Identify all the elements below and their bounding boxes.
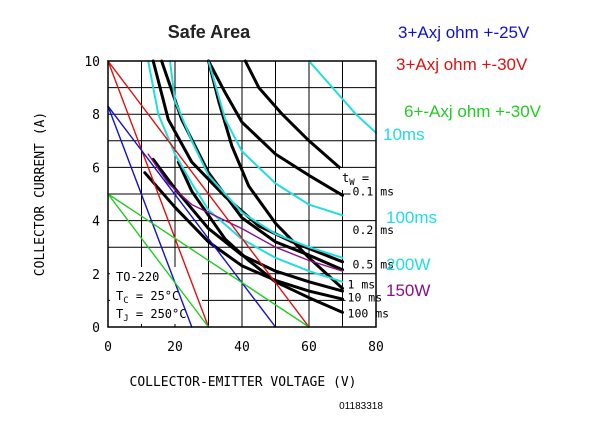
tc-symbol: T [116, 289, 123, 303]
note-150w: 150W [386, 281, 430, 300]
tj-equals: = [129, 307, 151, 321]
device-package: TO-220 [116, 270, 159, 284]
note-200w: 200W [386, 255, 430, 274]
note-100ms: 100ms [386, 208, 437, 227]
series-line-5 [207, 59, 344, 290]
series-lines [107, 59, 377, 328]
pulse-label-bg [350, 185, 399, 199]
y-tick-label: 10 [84, 55, 100, 70]
tc-equals: = [129, 289, 151, 303]
y-axis-label: COLLECTOR CURRENT (A) [33, 112, 48, 276]
device-junction-temp: TJ = 250°C [116, 307, 186, 324]
x-tick-label: 40 [234, 340, 250, 355]
tw-subscript: W [349, 178, 355, 188]
series-line-4 [176, 160, 344, 314]
tj-subscript: J [123, 314, 128, 324]
pulse-width-label: tW = [342, 171, 369, 188]
x-tick-label: 0 [104, 340, 112, 355]
series-line-3 [143, 171, 344, 301]
series-line-12 [147, 153, 344, 272]
pulse-label-2: 0.5 ms [353, 257, 395, 271]
series-line-13 [107, 60, 210, 328]
tw-equals: = [355, 171, 369, 185]
tw-label-box [340, 168, 366, 190]
note-green-30v: 6+-Axj ohm +-30V [404, 102, 542, 121]
y-tick-labels: 0 2 4 6 8 10 [84, 55, 100, 336]
series-line-7 [243, 59, 344, 172]
y-tick-label: 8 [92, 108, 100, 123]
y-tick-label: 2 [92, 268, 100, 283]
pulse-label-4: 10 ms [348, 291, 383, 305]
tj-symbol: T [116, 307, 123, 321]
device-case-temp: TC = 25°C [116, 289, 179, 306]
y-tick-label: 4 [92, 215, 100, 230]
series-line-9 [207, 60, 344, 217]
pulse-label-1: 0.2 ms [353, 223, 395, 237]
tw-symbol: t [342, 171, 349, 185]
series-line-16 [107, 105, 277, 328]
series-line-18 [107, 193, 310, 328]
plot-border [107, 60, 377, 328]
y-tick-label: 6 [92, 161, 100, 176]
pulse-label-bg [345, 307, 394, 321]
pulse-label-3: 1 ms [348, 277, 376, 291]
series-line-15 [107, 105, 193, 328]
x-tick-label: 20 [167, 340, 183, 355]
tc-subscript: C [123, 296, 128, 306]
series-line-14 [107, 60, 310, 328]
tj-value: 250°C [150, 307, 186, 321]
x-tick-label: 60 [301, 340, 317, 355]
note-10ms: 10ms [383, 125, 425, 144]
tc-value: 25°C [150, 289, 179, 303]
series-line-6 [207, 59, 344, 197]
pulse-label-5: 100 ms [348, 307, 390, 321]
x-axis-label: COLLECTOR-EMITTER VOLTAGE (V) [130, 375, 357, 390]
series-line-1 [160, 59, 344, 272]
series-line-10 [169, 60, 344, 259]
series-line-11 [147, 60, 344, 283]
legend-notes: 3+Axj ohm +-25V 3+Axj ohm +-30V 6+-Axj o… [383, 23, 542, 300]
figure-code: 01183318 [339, 401, 383, 412]
pulse-label-bg [345, 278, 379, 292]
x-tick-labels: 0 20 40 60 80 [104, 340, 384, 355]
pulse-label-bg [350, 258, 399, 272]
chart-title: Safe Area [168, 22, 251, 42]
series-line-8 [308, 60, 377, 134]
x-tick-label: 80 [368, 340, 384, 355]
note-red-30v: 3+Axj ohm +-30V [396, 55, 528, 74]
pulse-label-bg [350, 223, 399, 237]
note-blue-25v: 3+Axj ohm +-25V [398, 23, 530, 42]
pulse-label-0: 0.1 ms [353, 184, 395, 198]
y-tick-label: 0 [92, 321, 100, 336]
series-line-17 [107, 193, 210, 328]
